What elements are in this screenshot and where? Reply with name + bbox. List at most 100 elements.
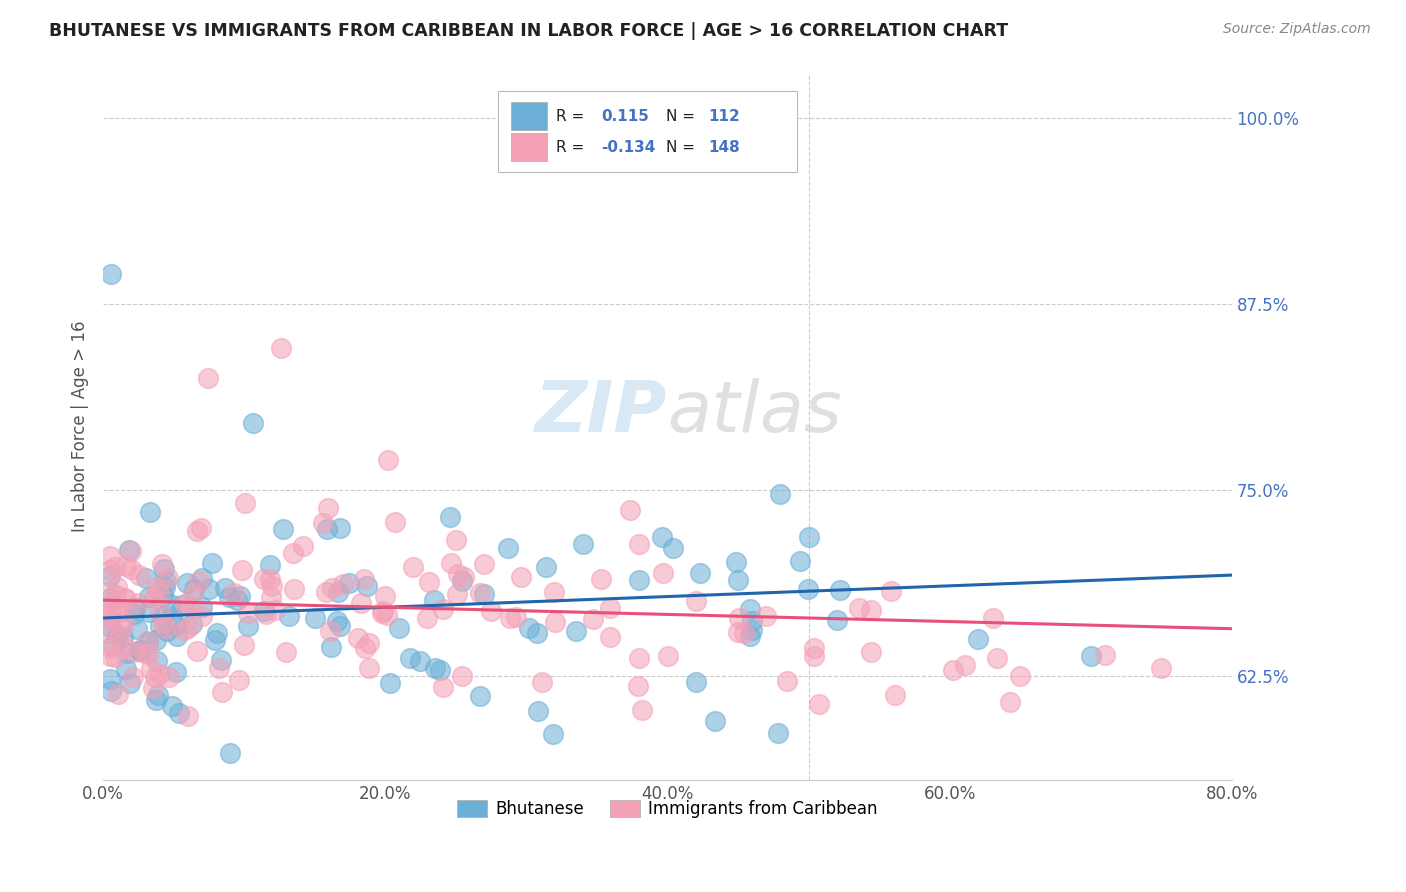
Point: [271, 522, 294, 536]
Text: R =: R =: [555, 109, 589, 124]
Text: -0.134: -0.134: [600, 140, 655, 154]
Point: [152, 608, 174, 623]
Point: [998, 695, 1021, 709]
Point: [283, 582, 305, 596]
Text: ZIP: ZIP: [536, 378, 668, 447]
Point: [100, 267, 122, 281]
Point: [98, 620, 121, 634]
Point: [479, 604, 502, 618]
Point: [496, 541, 519, 556]
Point: [191, 609, 214, 624]
Point: [315, 584, 337, 599]
Point: [198, 582, 221, 596]
Point: [738, 628, 761, 642]
Point: [942, 663, 965, 677]
Point: [468, 586, 491, 600]
FancyBboxPatch shape: [510, 133, 547, 161]
Point: [142, 591, 165, 606]
Point: [281, 546, 304, 560]
Point: [148, 584, 170, 599]
Point: [326, 584, 349, 599]
Point: [446, 586, 468, 600]
Point: [155, 621, 177, 635]
Point: [149, 619, 172, 633]
Point: [527, 704, 550, 718]
Point: [166, 629, 188, 643]
Point: [329, 619, 352, 633]
Point: [357, 661, 380, 675]
Point: [384, 515, 406, 529]
Point: [316, 522, 339, 536]
Point: [148, 667, 170, 681]
Point: [225, 593, 247, 607]
Point: [104, 559, 127, 574]
Point: [201, 556, 224, 570]
Point: [100, 684, 122, 698]
Point: [233, 638, 256, 652]
Point: [741, 614, 763, 628]
Point: [100, 604, 122, 618]
Text: 0.115: 0.115: [600, 109, 648, 124]
Point: [402, 559, 425, 574]
Point: [375, 607, 398, 622]
Point: [209, 653, 232, 667]
Point: [204, 633, 226, 648]
Point: [135, 571, 157, 585]
Point: [156, 624, 179, 639]
Point: [619, 502, 641, 516]
Point: [825, 613, 848, 627]
Point: [114, 591, 136, 605]
Point: [278, 608, 301, 623]
Point: [122, 607, 145, 622]
Point: [253, 604, 276, 618]
Point: [830, 582, 852, 597]
Point: [101, 640, 124, 654]
Point: [775, 674, 797, 689]
Point: [115, 646, 138, 660]
Point: [337, 576, 360, 591]
Point: [274, 645, 297, 659]
Point: [981, 611, 1004, 625]
Point: [98, 612, 121, 626]
Point: [105, 580, 128, 594]
Point: [859, 603, 882, 617]
Point: [378, 676, 401, 690]
Point: [472, 587, 495, 601]
Text: R =: R =: [555, 140, 589, 154]
Point: [263, 603, 285, 617]
Point: [98, 602, 121, 616]
Point: [599, 630, 621, 644]
Point: [627, 680, 650, 694]
Point: [572, 537, 595, 551]
Point: [803, 640, 825, 655]
Point: [423, 661, 446, 675]
Point: [128, 568, 150, 582]
Point: [377, 453, 399, 467]
Point: [214, 581, 236, 595]
Point: [628, 651, 651, 665]
Point: [231, 563, 253, 577]
Point: [115, 558, 138, 573]
Point: [374, 589, 396, 603]
Point: [114, 640, 136, 655]
Point: [446, 533, 468, 548]
Point: [125, 622, 148, 636]
Point: [98, 549, 121, 563]
Point: [725, 555, 748, 569]
Point: [219, 747, 242, 761]
Point: [884, 688, 907, 702]
Point: [122, 645, 145, 659]
Point: [661, 541, 683, 556]
Point: [160, 608, 183, 623]
Point: [105, 588, 128, 602]
Point: [150, 558, 173, 572]
Text: N =: N =: [666, 109, 700, 124]
Point: [259, 572, 281, 586]
Point: [180, 616, 202, 631]
Point: [155, 580, 177, 594]
FancyBboxPatch shape: [498, 91, 797, 172]
Point: [860, 645, 883, 659]
Point: [253, 573, 276, 587]
Text: Source: ZipAtlas.com: Source: ZipAtlas.com: [1223, 22, 1371, 37]
Text: 148: 148: [709, 140, 740, 154]
